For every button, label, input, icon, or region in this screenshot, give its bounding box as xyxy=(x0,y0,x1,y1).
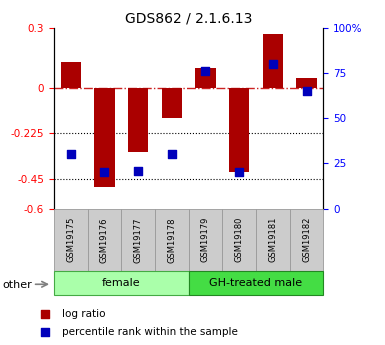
Bar xyxy=(189,271,323,295)
Bar xyxy=(296,78,316,88)
Text: GH-treated male: GH-treated male xyxy=(209,278,303,288)
Bar xyxy=(290,209,323,271)
Bar xyxy=(256,209,290,271)
Text: GSM19177: GSM19177 xyxy=(134,217,142,263)
Bar xyxy=(155,209,189,271)
Point xyxy=(135,168,141,174)
Bar xyxy=(162,88,182,118)
Title: GDS862 / 2.1.6.13: GDS862 / 2.1.6.13 xyxy=(125,11,252,25)
Bar xyxy=(189,209,223,271)
Bar xyxy=(94,88,115,187)
Point xyxy=(68,152,74,157)
Bar xyxy=(196,68,216,88)
Bar xyxy=(223,209,256,271)
Point xyxy=(303,88,310,94)
Text: GSM19175: GSM19175 xyxy=(66,217,75,263)
Point xyxy=(236,170,242,175)
Text: GSM19182: GSM19182 xyxy=(302,217,311,263)
Text: GSM19181: GSM19181 xyxy=(268,217,277,263)
Bar xyxy=(54,271,189,295)
Bar xyxy=(121,209,155,271)
Bar xyxy=(61,62,81,88)
Point xyxy=(101,170,107,175)
Bar xyxy=(88,209,121,271)
Text: GSM19179: GSM19179 xyxy=(201,217,210,263)
Text: other: other xyxy=(2,280,32,289)
Point xyxy=(42,312,49,317)
Point xyxy=(203,68,209,74)
Bar xyxy=(54,209,88,271)
Bar xyxy=(128,88,148,152)
Text: female: female xyxy=(102,278,141,288)
Text: GSM19176: GSM19176 xyxy=(100,217,109,263)
Bar xyxy=(263,33,283,88)
Point xyxy=(169,152,175,157)
Text: GSM19180: GSM19180 xyxy=(235,217,244,263)
Text: log ratio: log ratio xyxy=(62,309,106,319)
Point xyxy=(270,61,276,67)
Bar xyxy=(229,88,249,172)
Text: percentile rank within the sample: percentile rank within the sample xyxy=(62,327,238,337)
Text: GSM19178: GSM19178 xyxy=(167,217,176,263)
Point xyxy=(42,329,49,335)
